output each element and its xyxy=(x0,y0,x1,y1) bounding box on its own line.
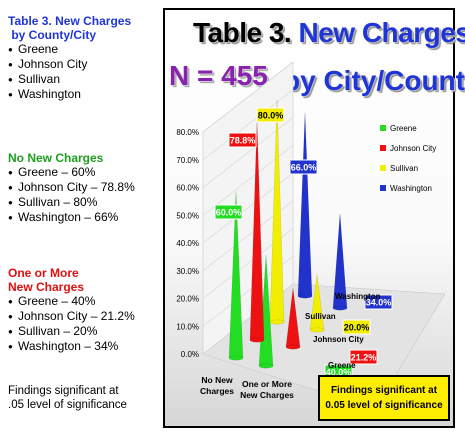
series-axis-label: Greene xyxy=(328,361,356,370)
y-tick-label: 60.0% xyxy=(176,184,199,193)
table-summary-heading: Table 3. New Charges by County/City xyxy=(8,14,131,42)
findings-annotation-line: 0.05 level of significance xyxy=(325,400,443,411)
chart-title-line-2: by City/County xyxy=(283,65,465,96)
value-label-box xyxy=(228,132,257,148)
value-label-box xyxy=(349,349,378,365)
value-label: 34.0% xyxy=(366,298,392,308)
category-label: No New xyxy=(201,375,233,385)
legend-label: Greene xyxy=(390,124,417,133)
cone-base xyxy=(258,363,274,369)
legend-label: Johnson City xyxy=(390,144,436,153)
legend-swatch-washington xyxy=(380,185,386,191)
table-summary: Table 3. New Charges by County/City Gree… xyxy=(8,14,131,102)
list-item: Washington – 34% xyxy=(8,339,135,354)
chart-panel: Table 3. New Charges by City/County N = … xyxy=(163,8,465,428)
sample-size: N = 455 xyxy=(169,60,268,91)
findings-line: .05 level of significance xyxy=(8,399,127,411)
value-label: 78.8% xyxy=(230,136,256,146)
value-label-box xyxy=(364,294,393,310)
value-label: 66.0% xyxy=(291,163,317,173)
list-item: Greene – 40% xyxy=(8,294,135,309)
legend-swatch-greene xyxy=(380,125,386,131)
heading-line: Table 3. New Charges xyxy=(8,14,132,28)
list-item: Sullivan – 20% xyxy=(8,324,135,339)
value-label-box xyxy=(342,319,371,335)
value-label: 20.0% xyxy=(344,323,370,333)
list-item: Greene xyxy=(8,42,131,57)
y-tick-label: 0.0% xyxy=(181,350,199,359)
one-or-more-heading: One or More New Charges xyxy=(8,266,135,294)
chart-title: Table 3. New Charges xyxy=(193,17,465,49)
findings-line: Findings significant at xyxy=(8,385,119,397)
findings-annotation-line: Findings significant at xyxy=(331,385,438,396)
gridline xyxy=(202,89,294,160)
heading-line: by County/City xyxy=(8,28,97,42)
heading-line: No New Charges xyxy=(8,151,104,165)
list-item: Washington – 66% xyxy=(8,210,135,225)
one-or-more-list: Greene – 40% Johnson City – 21.2% Sulliv… xyxy=(8,294,135,354)
legend-swatch-johnson-city xyxy=(380,145,386,151)
list-item: Sullivan – 80% xyxy=(8,195,135,210)
cone-washington-no-new xyxy=(297,112,313,297)
list-item: Washington xyxy=(8,87,131,102)
list-item: Greene – 60% xyxy=(8,165,135,180)
cone-base xyxy=(285,344,301,350)
cone-base xyxy=(269,319,285,325)
y-tick-label: 70.0% xyxy=(176,156,199,165)
value-label-box xyxy=(256,107,285,123)
cone-base xyxy=(249,337,265,343)
y-tick-label: 40.0% xyxy=(176,239,199,248)
chart-canvas: 0.0% 10.0% 20.0% 30.0% 40.0% 50.0% 60.0% 70.0% 8… xyxy=(176,61,450,421)
series-axis-label: Washington xyxy=(335,292,381,301)
title-part-2: New Charges xyxy=(298,17,465,48)
y-tick-label: 50.0% xyxy=(176,211,199,220)
category-label: New Charges xyxy=(240,390,294,400)
list-item: Johnson City xyxy=(8,57,131,72)
cone-base xyxy=(332,305,348,311)
county-list: Greene Johnson City Sullivan Washington xyxy=(8,42,131,102)
gridline xyxy=(202,117,294,188)
no-new-charges-list: Greene – 60% Johnson City – 78.8% Sulliv… xyxy=(8,165,135,225)
one-or-more-summary: One or More New Charges Greene – 40% Joh… xyxy=(8,266,135,354)
findings-annotation-box xyxy=(318,375,450,421)
value-label: 40.0% xyxy=(326,368,352,378)
value-label: 80.0% xyxy=(258,111,284,121)
y-tick-label: 80.0% xyxy=(176,128,199,137)
series-axis-label: Johnson City xyxy=(313,335,364,344)
legend-label: Sullivan xyxy=(390,164,418,173)
list-item: Johnson City – 21.2% xyxy=(8,309,135,324)
y-tick-label: 30.0% xyxy=(176,267,199,276)
list-item: Sullivan xyxy=(8,72,131,87)
legend-label: Washington xyxy=(390,184,432,193)
cone-base xyxy=(309,327,325,333)
cone-base xyxy=(228,355,244,361)
y-tick-label: 10.0% xyxy=(176,322,199,331)
no-new-charges-summary: No New Charges Greene – 60% Johnson City… xyxy=(8,151,135,225)
value-label: 21.2% xyxy=(351,353,377,363)
cone-base xyxy=(297,293,313,299)
y-tick-label: 20.0% xyxy=(176,295,199,304)
series-axis-label: Sullivan xyxy=(305,312,336,321)
title-part-1: Table 3. xyxy=(193,17,292,48)
no-new-charges-heading: No New Charges xyxy=(8,151,135,165)
list-item: Johnson City – 78.8% xyxy=(8,180,135,195)
findings-note: Findings significant at .05 level of sig… xyxy=(8,384,127,412)
gridline xyxy=(202,61,294,133)
heading-line: New Charges xyxy=(8,280,85,294)
category-label: Charges xyxy=(200,386,234,396)
value-label-box xyxy=(289,159,318,175)
value-label: 60.0% xyxy=(216,208,242,218)
heading-line: One or More xyxy=(8,266,79,280)
legend-swatch-sullivan xyxy=(380,165,386,171)
category-label: One or More xyxy=(242,379,292,389)
value-label-box xyxy=(214,204,243,220)
